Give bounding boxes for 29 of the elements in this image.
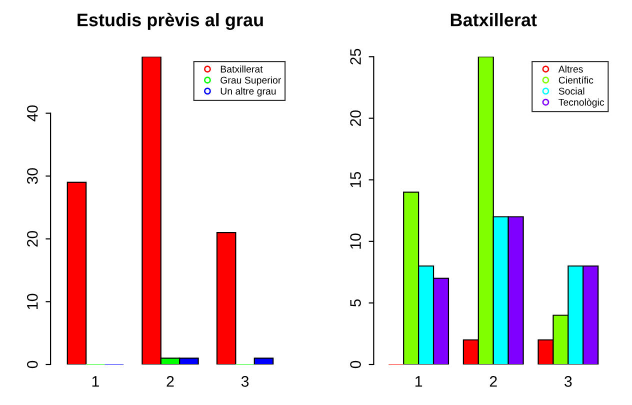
legend-label: Un altre grau [220, 87, 276, 97]
legend-label: Científic [558, 76, 594, 84]
chart-title: Batxillerat [450, 13, 537, 26]
y-tick-label: 5 [350, 299, 361, 307]
y-tick-label: 40 [27, 105, 38, 122]
x-tick-label: 3 [564, 376, 572, 387]
x-tick-label: 2 [490, 376, 497, 387]
y-tick-label: 10 [27, 294, 38, 310]
bar [254, 358, 274, 364]
legend-label: Social [558, 87, 584, 95]
x-tick-label: 3 [241, 376, 249, 387]
x-tick-label: 1 [92, 376, 99, 387]
legend-label: Altres [558, 65, 583, 73]
bar [216, 232, 236, 364]
y-tick-label: 10 [350, 233, 361, 249]
legend-label: Batxillerat [220, 65, 263, 73]
chart-title: Estudis prèvis al grau [78, 12, 263, 30]
legend-label: Tecnològic [558, 98, 604, 108]
y-tick-label: 15 [350, 172, 361, 188]
y-tick-label: 0 [350, 360, 361, 368]
x-tick-label: 2 [166, 376, 174, 387]
y-tick-label: 20 [350, 110, 361, 126]
y-tick-label: 25 [350, 48, 361, 64]
bar [66, 182, 87, 364]
x-tick-label: 1 [415, 376, 422, 387]
legend-label: Grau Superior [220, 76, 282, 86]
y-tick-label: 20 [27, 230, 38, 247]
y-tick-label: 30 [27, 168, 38, 184]
y-tick-label: 0 [27, 360, 38, 368]
